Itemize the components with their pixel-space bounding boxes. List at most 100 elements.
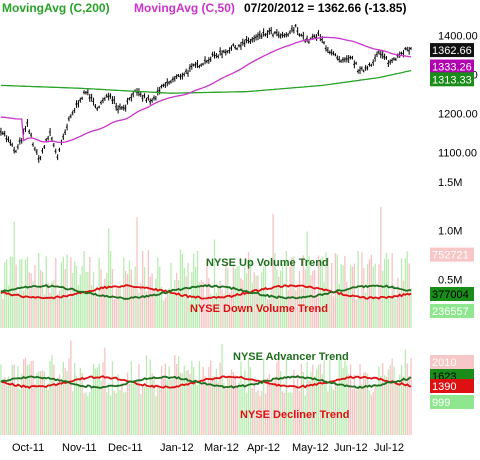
volume-bar bbox=[185, 276, 187, 328]
advancer-bar bbox=[346, 365, 348, 435]
advancer-bar bbox=[268, 373, 270, 435]
advancer-bar bbox=[157, 384, 159, 435]
advancer-bar bbox=[302, 372, 304, 435]
volume-bar bbox=[319, 258, 321, 328]
advancer-bar bbox=[9, 380, 12, 435]
volume-bar bbox=[338, 283, 340, 328]
advancer-bar bbox=[100, 380, 102, 435]
advancer-bar bbox=[72, 391, 74, 435]
advancer-bar bbox=[185, 370, 187, 435]
advancer-bar bbox=[366, 373, 369, 435]
down-volume-label: NYSE Down Volume Trend bbox=[190, 303, 328, 315]
advancer-bar bbox=[402, 376, 405, 435]
advancer-bar bbox=[2, 380, 4, 435]
advancer-bar bbox=[108, 384, 110, 435]
close-value-box bbox=[430, 43, 474, 58]
x-tick-label: Oct-11 bbox=[12, 442, 44, 454]
advancer-bar bbox=[140, 393, 142, 435]
advancer-bar bbox=[170, 379, 172, 435]
volume-bar bbox=[149, 276, 151, 328]
volume-bar bbox=[287, 289, 289, 328]
advancer-bar bbox=[111, 361, 114, 435]
volume-bar bbox=[104, 278, 106, 328]
price-tick-label: 1400.00 bbox=[438, 31, 478, 43]
advancer-bar bbox=[331, 386, 333, 435]
volume-bar bbox=[193, 253, 195, 328]
advancer-bar bbox=[245, 393, 248, 435]
volume-bar bbox=[321, 256, 323, 328]
advancer-bar bbox=[399, 374, 401, 435]
volume-bar bbox=[94, 288, 97, 328]
volume-bar bbox=[196, 251, 199, 328]
volume-bar bbox=[41, 271, 44, 328]
advancer-bar bbox=[310, 372, 312, 435]
advancer-bar bbox=[68, 358, 70, 435]
advancer-bar bbox=[121, 382, 123, 435]
volume-bar bbox=[232, 265, 235, 328]
advancer-bar bbox=[314, 376, 316, 435]
volume-bar bbox=[96, 298, 98, 328]
up-volume-label: NYSE Up Volume Trend bbox=[206, 257, 329, 269]
volume-bar bbox=[262, 266, 265, 328]
advancer-bar bbox=[22, 359, 25, 435]
advancer-bar bbox=[270, 384, 272, 435]
volume-bar bbox=[100, 269, 102, 328]
x-tick-label: Dec-11 bbox=[108, 442, 143, 454]
volume-trend-lines bbox=[0, 283, 412, 300]
advancer-bar bbox=[138, 364, 140, 435]
advancer-bar bbox=[91, 388, 93, 435]
volume-bar bbox=[355, 299, 357, 328]
volume-bar bbox=[79, 274, 81, 328]
advancer-bar bbox=[81, 372, 83, 435]
volume-bar bbox=[408, 263, 410, 328]
advancer-bar bbox=[380, 375, 382, 435]
volume-bar bbox=[402, 280, 405, 328]
advancer-bar bbox=[329, 359, 331, 435]
volume-bar bbox=[283, 299, 286, 328]
ma200-label: MovingAvg (C,200) bbox=[2, 1, 110, 15]
advancer-bar bbox=[308, 380, 310, 435]
volume-bar bbox=[285, 250, 287, 328]
volume-bar bbox=[170, 262, 172, 328]
advancer-bar bbox=[34, 384, 36, 435]
x-tick-label: Jul-12 bbox=[374, 442, 404, 454]
advancer-bar bbox=[104, 347, 106, 435]
advancer-bar bbox=[228, 377, 231, 435]
volume-tick-label: 1.5M bbox=[438, 177, 462, 189]
advancer-bar bbox=[162, 378, 165, 435]
ma50-value-text: 1333.26 bbox=[432, 62, 472, 74]
decliner-low-value-text: 999 bbox=[432, 397, 450, 409]
advancer-last-value-box bbox=[430, 355, 474, 369]
advancer-bar bbox=[160, 365, 163, 435]
volume-bar bbox=[295, 290, 297, 328]
volume-bar bbox=[183, 267, 185, 328]
volume-tick-label: 1.0M bbox=[438, 226, 462, 238]
advancer-bar bbox=[123, 392, 125, 435]
volume-bar bbox=[331, 262, 333, 328]
advancer-bar bbox=[336, 384, 338, 435]
advancer-bar bbox=[202, 366, 204, 435]
volume-bar bbox=[395, 298, 397, 328]
advancer-bar bbox=[183, 365, 185, 435]
volume-bar bbox=[242, 280, 244, 328]
volume-bar bbox=[11, 256, 13, 328]
x-tick-label: Nov-11 bbox=[62, 442, 97, 454]
volume-bar bbox=[164, 297, 167, 328]
advancer-bar bbox=[102, 362, 104, 435]
advancer-bar bbox=[262, 358, 265, 435]
advancer-bar bbox=[41, 370, 44, 435]
volume-bar bbox=[113, 299, 115, 328]
volume-bar bbox=[383, 258, 386, 328]
advancer-bar bbox=[234, 375, 236, 435]
advancer-bar bbox=[410, 357, 412, 435]
advancer-bar bbox=[75, 375, 78, 435]
volume-bar bbox=[28, 272, 30, 328]
volume-bar bbox=[251, 282, 253, 328]
volume-bar bbox=[128, 260, 131, 328]
advancer-bar bbox=[251, 388, 253, 435]
volume-bar bbox=[234, 268, 236, 328]
advancer-bar bbox=[142, 385, 144, 435]
advancer-bar bbox=[351, 389, 354, 435]
advancer-bar bbox=[370, 394, 373, 435]
